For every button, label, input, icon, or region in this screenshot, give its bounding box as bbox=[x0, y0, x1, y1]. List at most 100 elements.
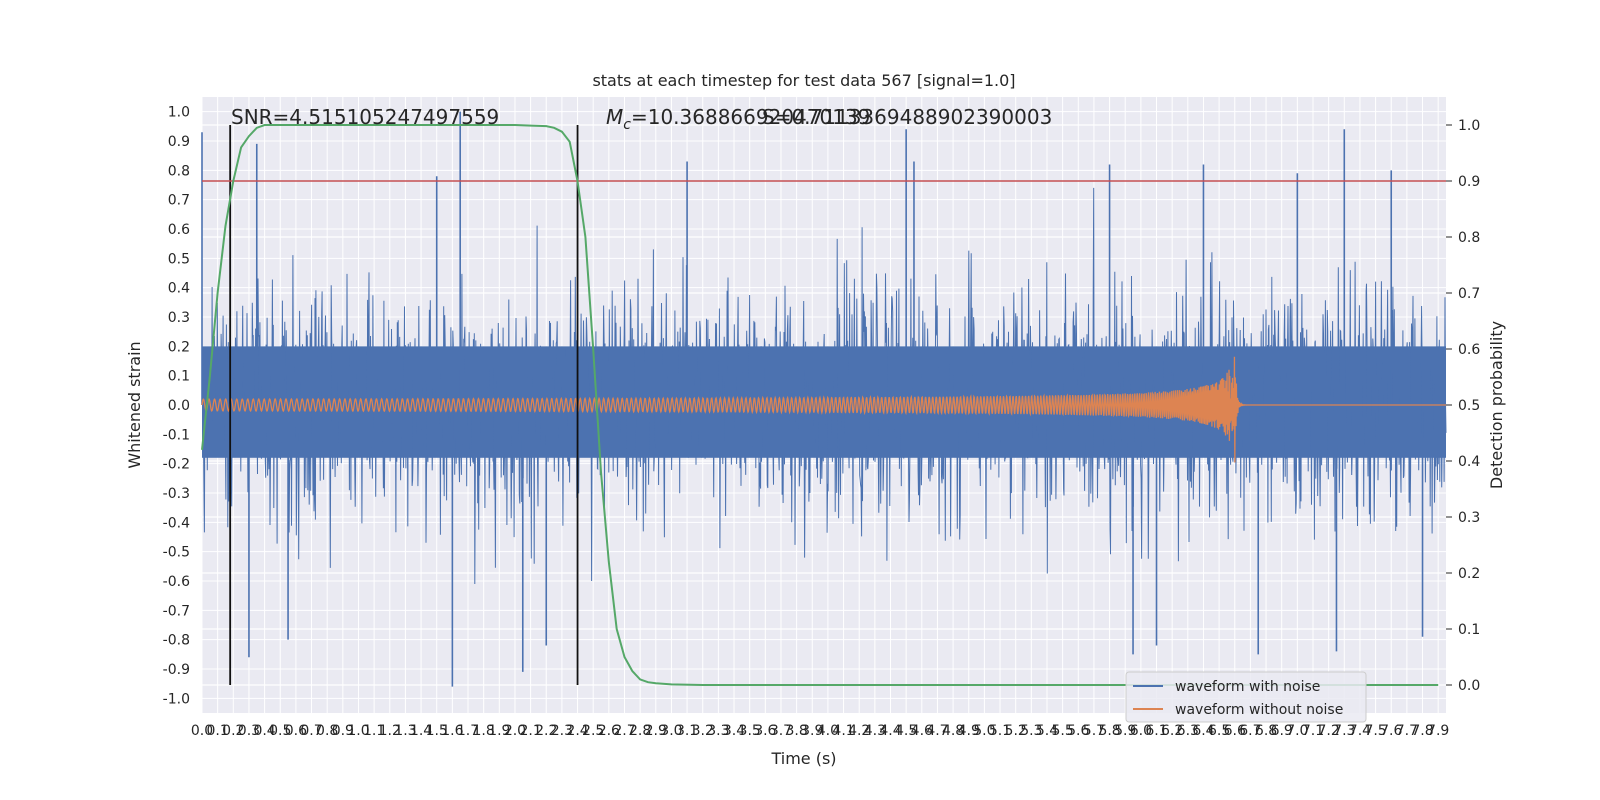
x-tick-label: 6.3 bbox=[1177, 723, 1199, 739]
x-tick-label: 7.7 bbox=[1396, 723, 1418, 739]
probability-line bbox=[201, 124, 1439, 686]
x-tick-label: 4.0 bbox=[817, 723, 839, 739]
x-tick-label: 4.7 bbox=[926, 723, 948, 739]
x-tick-label: 4.8 bbox=[942, 723, 964, 739]
y-tick-label-right: 0.2 bbox=[1458, 566, 1480, 582]
x-tick-label: 4.1 bbox=[832, 723, 854, 739]
y-tick-label-right: 0.4 bbox=[1458, 454, 1480, 470]
x-tick-label: 6.2 bbox=[1161, 723, 1183, 739]
x-tick-label: 0.6 bbox=[285, 723, 307, 739]
legend-label-chirp: waveform without noise bbox=[1175, 702, 1343, 718]
y-tick-label-left: -0.1 bbox=[163, 427, 190, 443]
x-tick-label: 1.1 bbox=[363, 723, 385, 739]
x-tick-label: 5.4 bbox=[1036, 723, 1058, 739]
x-tick-label: 6.1 bbox=[1145, 723, 1167, 739]
y-tick-label-left: 0.9 bbox=[168, 134, 190, 150]
x-tick-label: 4.5 bbox=[895, 723, 917, 739]
x-tick-label: 1.4 bbox=[410, 723, 432, 739]
x-tick-label: 5.5 bbox=[1051, 723, 1073, 739]
y-tick-label-left: -0.4 bbox=[163, 515, 190, 531]
x-tick-label: 4.6 bbox=[911, 723, 933, 739]
x-tick-label: 1.5 bbox=[426, 723, 448, 739]
y-tick-label-left: 0.8 bbox=[168, 163, 190, 179]
x-tick-label: 0.4 bbox=[253, 723, 275, 739]
x-tick-label: 4.4 bbox=[879, 723, 901, 739]
y-tick-label-left: -0.5 bbox=[163, 545, 190, 561]
x-tick-label: 5.2 bbox=[1005, 723, 1027, 739]
x-tick-label: 5.1 bbox=[989, 723, 1011, 739]
x-tick-label: 2.5 bbox=[582, 723, 604, 739]
overlap-annotation: S=0.7113369488902390003 bbox=[762, 105, 1052, 129]
x-tick-label: 1.2 bbox=[379, 723, 401, 739]
x-tick-label: 1.8 bbox=[473, 723, 495, 739]
chart-title: stats at each timestep for test data 567… bbox=[592, 71, 1015, 90]
x-tick-label: 3.8 bbox=[785, 723, 807, 739]
x-tick-label: 3.0 bbox=[660, 723, 682, 739]
x-tick-label: 3.7 bbox=[770, 723, 792, 739]
x-tick-label: 3.1 bbox=[676, 723, 698, 739]
x-tick-label: 2.2 bbox=[535, 723, 557, 739]
legend-box bbox=[1125, 671, 1367, 723]
mc-annotation: Mc=10.368866920470139 bbox=[606, 105, 870, 133]
x-tick-label: 7.3 bbox=[1333, 723, 1355, 739]
y-tick-label-left: -0.9 bbox=[163, 662, 190, 678]
probability-series bbox=[201, 124, 1439, 686]
x-tick-label: 5.8 bbox=[1098, 723, 1120, 739]
y-tick-label-left: 0.4 bbox=[168, 281, 190, 297]
y-tick-label-right: 0.3 bbox=[1458, 510, 1480, 526]
x-tick-label: 2.0 bbox=[504, 723, 526, 739]
x-tick-label: 2.1 bbox=[519, 723, 541, 739]
x-tick-label: 7.1 bbox=[1302, 723, 1324, 739]
x-tick-label: 4.9 bbox=[958, 723, 980, 739]
y-tick-label-left: -0.7 bbox=[163, 603, 190, 619]
x-tick-label: 0.3 bbox=[238, 723, 260, 739]
y-tick-label-left: 0.3 bbox=[168, 310, 190, 326]
x-tick-label: 3.4 bbox=[723, 723, 745, 739]
x-tick-label: 2.8 bbox=[629, 723, 651, 739]
x-tick-label: 7.6 bbox=[1380, 723, 1402, 739]
x-tick-label: 3.3 bbox=[707, 723, 729, 739]
x-tick-label: 6.5 bbox=[1208, 723, 1230, 739]
x-tick-label: 6.9 bbox=[1271, 723, 1293, 739]
noise-trace bbox=[201, 187, 1447, 585]
x-tick-label: 1.6 bbox=[441, 723, 463, 739]
mc-symbol: M bbox=[606, 105, 623, 129]
y-tick-label-right: 0.5 bbox=[1458, 398, 1480, 414]
y-tick-label-right: 0.6 bbox=[1458, 342, 1480, 358]
y-tick-label-right: 0.0 bbox=[1458, 678, 1480, 694]
x-tick-label: 1.0 bbox=[347, 723, 369, 739]
y-tick-label-left: 0.2 bbox=[168, 339, 190, 355]
x-tick-label: 0.9 bbox=[332, 723, 354, 739]
x-tick-label: 5.7 bbox=[1083, 723, 1105, 739]
y-tick-label-left: -0.2 bbox=[163, 457, 190, 473]
y-tick-label-right: 0.7 bbox=[1458, 286, 1480, 302]
x-tick-label: 2.9 bbox=[645, 723, 667, 739]
x-tick-label: 6.4 bbox=[1192, 723, 1214, 739]
x-tick-label: 6.0 bbox=[1130, 723, 1152, 739]
x-axis-label: Time (s) bbox=[770, 749, 836, 768]
x-tick-label: 6.7 bbox=[1239, 723, 1261, 739]
y-tick-label-left: -0.3 bbox=[163, 486, 190, 502]
x-tick-label: 7.9 bbox=[1427, 723, 1449, 739]
x-tick-label: 0.0 bbox=[191, 723, 213, 739]
mc-subscript: c bbox=[623, 117, 631, 133]
x-tick-label: 5.6 bbox=[1067, 723, 1089, 739]
y-tick-label-left: 0.0 bbox=[168, 398, 190, 414]
y-tick-label-left: -0.6 bbox=[163, 574, 190, 590]
y-tick-label-left: 0.6 bbox=[168, 222, 190, 238]
x-tick-label: 3.6 bbox=[754, 723, 776, 739]
chirp-series bbox=[201, 356, 1446, 463]
x-tick-label: 6.6 bbox=[1224, 723, 1246, 739]
y-tick-label-left: -1.0 bbox=[163, 691, 190, 707]
chirp-trace bbox=[201, 356, 1446, 463]
y-tick-label-right: 0.9 bbox=[1458, 174, 1480, 190]
legend: waveform with noise waveform without noi… bbox=[1125, 671, 1367, 723]
x-tick-label: 7.5 bbox=[1364, 723, 1386, 739]
x-tick-label: 3.2 bbox=[692, 723, 714, 739]
x-tick-label: 2.6 bbox=[598, 723, 620, 739]
legend-label-noise: waveform with noise bbox=[1175, 679, 1320, 695]
y-tick-label-left: -0.8 bbox=[163, 633, 190, 649]
y-tick-label-left: 0.5 bbox=[168, 251, 190, 267]
x-tick-label: 5.0 bbox=[973, 723, 995, 739]
